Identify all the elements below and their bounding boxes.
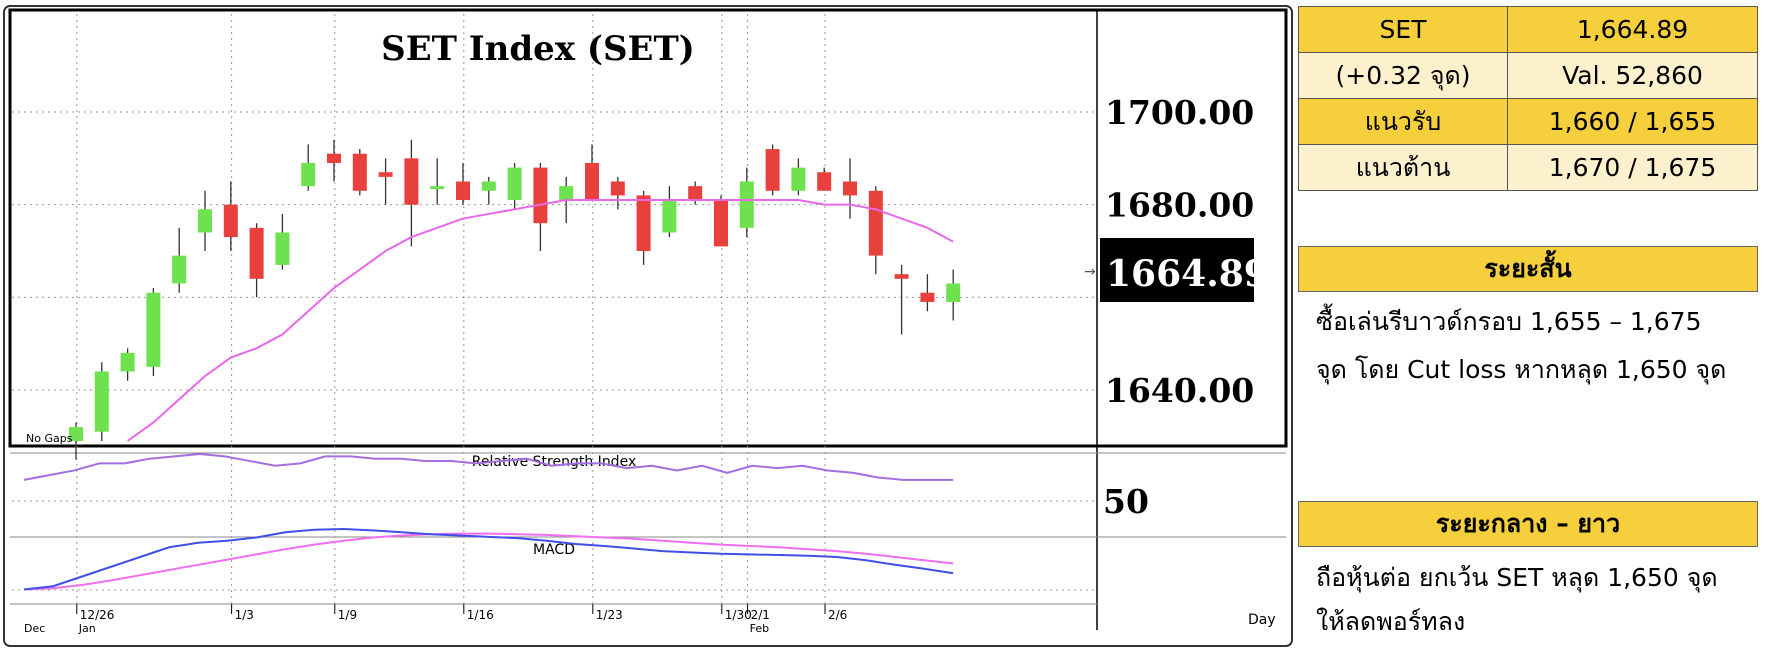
candle-body	[249, 227, 264, 279]
price-tick-label: 1680.00	[1105, 186, 1254, 225]
summary-table: SET 1,664.89 (+0.32 จุด) Val. 52,860 แนว…	[1298, 6, 1758, 191]
candle-body	[404, 158, 419, 205]
month-label: Jan	[78, 622, 96, 635]
rsi-line	[23, 452, 954, 481]
candle-body	[688, 186, 703, 201]
macd-line	[23, 528, 954, 591]
date-tick-label: 1/23	[596, 608, 623, 622]
candle-body	[739, 181, 754, 228]
long-term-line-1: ถือหุ้นต่อ ยกเว้น SET หลุด 1,650 จุด	[1316, 563, 1718, 592]
candle-body	[559, 186, 574, 201]
price-pane-frame	[8, 8, 1288, 448]
candle-body	[120, 352, 135, 372]
candle-body	[352, 153, 367, 191]
table-row: แนวรับ 1,660 / 1,655	[1298, 98, 1758, 145]
date-tick-label: 2/1	[751, 608, 770, 622]
candle-body	[507, 167, 522, 201]
candle-body	[275, 232, 290, 265]
candle-body	[610, 181, 625, 196]
rsi-tick-label: 50	[1103, 482, 1149, 521]
last-price-label: 1664.89	[1106, 253, 1269, 295]
candle-body	[94, 371, 109, 432]
candle-body	[456, 181, 470, 201]
resistance-value: 1,670 / 1,675	[1507, 144, 1758, 191]
candle-body	[301, 162, 316, 187]
candle-body	[843, 181, 857, 196]
candle-body	[868, 190, 883, 256]
date-tick-label: 2/6	[828, 608, 847, 622]
date-tick-label: 1/30	[725, 608, 752, 622]
candle-body	[481, 181, 496, 191]
candle-body	[327, 153, 341, 163]
date-tick-label: 1/3	[235, 608, 254, 622]
candle-body	[69, 427, 83, 441]
last-price-box	[1100, 238, 1254, 302]
candle-body	[894, 274, 909, 279]
candle-body	[223, 204, 238, 238]
no-gaps-label: No Gaps	[26, 432, 73, 445]
macd-title: MACD	[533, 542, 575, 558]
support-label: แนวรับ	[1298, 98, 1508, 145]
price-tick-label: 1640.00	[1105, 371, 1254, 410]
moving-average-line	[127, 199, 954, 442]
table-row: แนวต้าน 1,670 / 1,675	[1298, 144, 1758, 191]
date-tick-label: 1/9	[338, 608, 357, 622]
candle-body	[920, 292, 935, 302]
candle-body	[146, 292, 161, 367]
candle-body	[198, 209, 212, 233]
candle-body	[430, 186, 445, 190]
index-change: (+0.32 จุด)	[1298, 52, 1508, 99]
trade-value: Val. 52,860	[1507, 52, 1758, 99]
candle-body	[585, 162, 599, 201]
long-term-line-2: ให้ลดพอร์ทลง	[1316, 607, 1466, 636]
candle-body	[172, 255, 187, 284]
candle-body	[378, 172, 393, 177]
resistance-label: แนวต้าน	[1298, 144, 1508, 191]
candle-body	[817, 172, 832, 191]
candle-body	[714, 200, 728, 247]
chart-svg: SET Index (SET) 1700.00 1680.00 1640.00 1664…	[3, 5, 1293, 647]
macd-signal-line	[23, 532, 954, 591]
date-tick-label: 1/16	[467, 608, 494, 622]
table-row: (+0.32 จุด) Val. 52,860	[1298, 52, 1758, 99]
short-term-line-1: ซื้อเล่นรีบาวด์กรอบ 1,655 – 1,675	[1316, 307, 1702, 336]
month-label: Feb	[750, 622, 769, 635]
candle-body	[636, 195, 651, 251]
x-axis-unit-label: Day	[1248, 612, 1276, 628]
index-value: 1,664.89	[1507, 6, 1758, 53]
price-tick-label: 1700.00	[1105, 93, 1254, 132]
rsi-title: Relative Strength Index	[472, 454, 636, 470]
last-price-arrow: →	[1084, 264, 1096, 280]
short-term-heading: ระยะสั้น	[1298, 246, 1758, 292]
month-label: Dec	[24, 622, 45, 635]
table-row: SET 1,664.89	[1298, 6, 1758, 53]
candle-body	[791, 167, 806, 191]
candle-body	[662, 200, 677, 233]
date-tick-label: 12/26	[80, 608, 115, 622]
candle-body	[533, 167, 548, 224]
support-value: 1,660 / 1,655	[1507, 98, 1758, 145]
chart-frame	[3, 5, 1293, 647]
candle-body	[765, 149, 780, 191]
long-term-heading: ระยะกลาง – ยาว	[1298, 501, 1758, 547]
stock-chart: SET Index (SET) 1700.00 1680.00 1640.00 1664…	[3, 5, 1293, 647]
candle-body	[946, 283, 961, 302]
analysis-panel: SET 1,664.89 (+0.32 จุด) Val. 52,860 แนว…	[1298, 0, 1770, 652]
short-term-line-2: จุด โดย Cut loss หากหลุด 1,650 จุด	[1316, 355, 1727, 384]
chart-title: SET Index (SET)	[381, 29, 695, 69]
index-name: SET	[1298, 6, 1508, 53]
